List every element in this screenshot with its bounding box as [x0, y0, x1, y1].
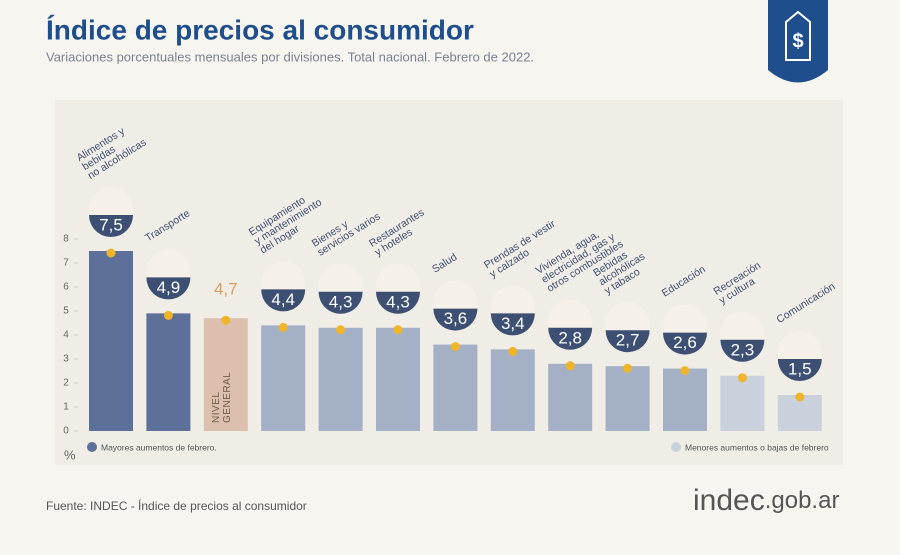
source: Fuente: INDEC - Índice de precios al con…: [46, 498, 307, 513]
brand-domain: .gob.ar: [765, 487, 840, 514]
value-dot: [393, 325, 403, 335]
legend-label: Mayores aumentos de febrero.: [101, 442, 217, 452]
bar: [433, 344, 478, 431]
legend-swatch: [87, 442, 97, 452]
brand-name: indec: [693, 484, 765, 517]
value-label: 2,3: [731, 340, 755, 359]
value-dot: [163, 310, 173, 320]
y-tick-label: 3: [63, 354, 69, 365]
value-label: 3,6: [444, 309, 468, 328]
legend-label: Menores aumentos o bajas de febrero: [685, 442, 829, 452]
value-label: 2,8: [558, 328, 582, 347]
value-badge: [720, 339, 765, 362]
logo-tag: [785, 10, 811, 61]
chart-subtitle: Variaciones porcentuales mensuales por d…: [46, 49, 534, 64]
category-line: NIVEL: [211, 392, 222, 423]
category-line: GENERAL: [222, 372, 233, 423]
value-label: 4,3: [329, 292, 353, 311]
y-axis-label: %: [64, 447, 76, 462]
chart-title: Índice de precios al consumidor: [46, 14, 474, 45]
y-tick-label: 5: [63, 306, 69, 317]
bar: [548, 363, 593, 431]
bar: [261, 325, 306, 431]
value-label: 4,3: [386, 292, 410, 311]
bar: [203, 318, 248, 431]
logo-badge: [768, 0, 828, 83]
bar: [146, 313, 191, 431]
brand: indec.gob.ar: [693, 484, 839, 517]
value-dot: [106, 248, 116, 258]
value-label: 2,7: [616, 331, 640, 350]
value-dot: [450, 342, 460, 352]
bar: [89, 251, 133, 431]
value-label: 1,5: [788, 359, 812, 378]
value-badge: [777, 359, 822, 381]
value-dot: [737, 373, 747, 383]
value-dot: [278, 322, 288, 332]
value-badge: [89, 215, 133, 237]
value-dot: [508, 346, 518, 356]
value-label: 4,9: [157, 278, 181, 297]
logo-symbol: $: [792, 30, 803, 52]
value-dot: [565, 361, 575, 371]
bar: [663, 368, 707, 431]
value-badge: [490, 313, 535, 336]
value-badge: [318, 291, 363, 314]
y-tick-label: 0: [63, 426, 69, 437]
value-label: 4,4: [271, 290, 295, 309]
bar: [376, 327, 420, 431]
value-badge: [376, 291, 420, 314]
bar: [605, 366, 650, 431]
bar: [318, 327, 363, 431]
value-label: 3,4: [501, 314, 525, 333]
value-dot: [221, 315, 231, 325]
value-label: 7,5: [99, 215, 123, 234]
value-dot: [336, 325, 346, 335]
value-dot: [623, 363, 633, 373]
legend-swatch: [671, 442, 681, 452]
y-tick-label: 7: [63, 258, 69, 269]
bar: [720, 375, 765, 431]
value-badge: [548, 327, 593, 350]
value-dot: [680, 366, 690, 376]
value-badge: [605, 330, 650, 353]
value-badge: [146, 277, 191, 300]
category-label: NIVEL GENERAL: [211, 372, 233, 423]
y-tick-label: 1: [63, 402, 69, 413]
value-dot: [795, 392, 805, 402]
value-badge: [663, 332, 707, 355]
value-label: 2,6: [673, 333, 697, 352]
bar: [490, 349, 535, 431]
y-tick-label: 4: [63, 330, 69, 341]
y-tick-label: 6: [63, 282, 69, 293]
value-badge: [261, 289, 306, 312]
y-tick-label: 8: [63, 234, 69, 245]
value-label: 4,7: [214, 280, 238, 299]
value-badge: [433, 308, 478, 331]
y-tick-label: 2: [63, 378, 69, 389]
